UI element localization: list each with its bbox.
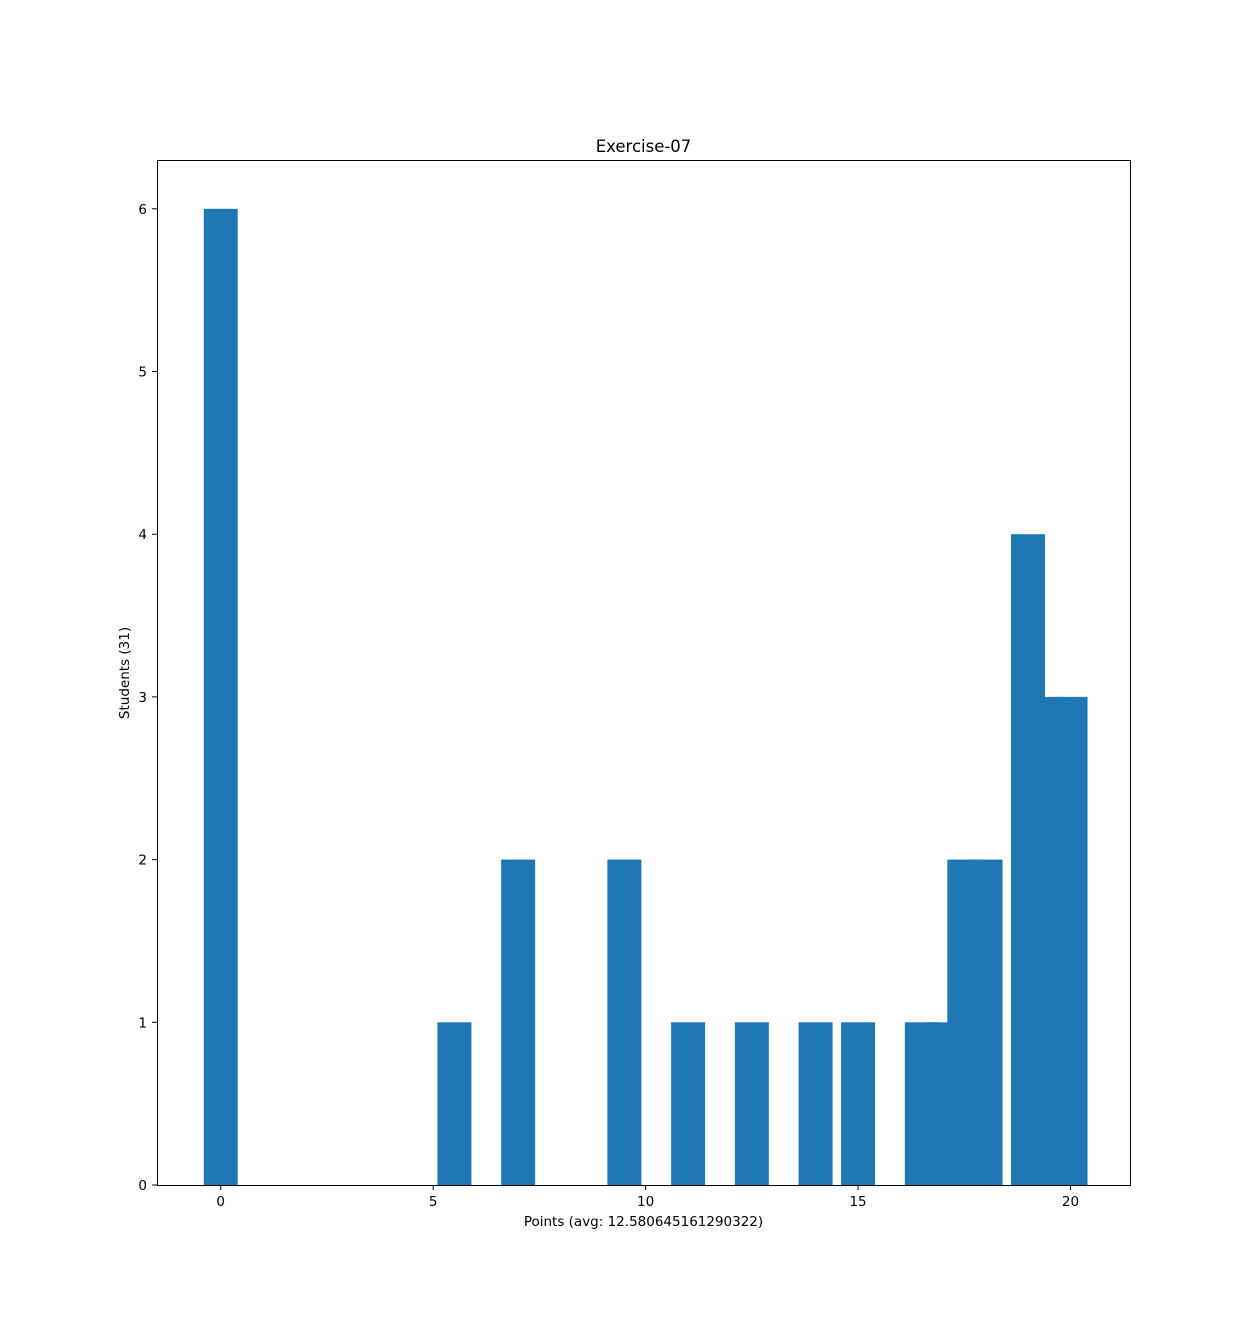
- y-tick-label: 4: [138, 527, 147, 543]
- y-axis-label: Students (31): [117, 627, 133, 719]
- bar-5: [734, 1022, 769, 1185]
- y-tick-label: 5: [138, 365, 147, 381]
- bar-7: [841, 1022, 876, 1185]
- x-tick-label: 5: [429, 1194, 438, 1210]
- x-axis-label: Points (avg: 12.580645161290322): [524, 1214, 763, 1230]
- y-tick-label: 6: [138, 202, 147, 218]
- plot-frame: [157, 160, 1131, 1186]
- y-tick-label: 3: [138, 690, 147, 706]
- chart-title: Exercise-07: [596, 137, 692, 156]
- bar-4: [671, 1022, 706, 1185]
- bar-2: [501, 859, 536, 1185]
- bars-layer: [203, 208, 1088, 1186]
- y-tick-label: 0: [138, 1178, 147, 1194]
- x-tick-label: 20: [1062, 1194, 1079, 1210]
- y-axis-ticks: 0 1 2 3 4 5 6: [138, 202, 157, 1194]
- bar-6: [798, 1022, 833, 1185]
- x-axis-ticks: 0 5 10 15 20: [216, 1185, 1079, 1210]
- x-tick-label: 0: [216, 1194, 225, 1210]
- bar-11: [968, 859, 1003, 1185]
- y-tick-label: 1: [138, 1015, 147, 1031]
- y-tick-label: 2: [138, 853, 147, 869]
- x-tick-label: 10: [637, 1194, 654, 1210]
- bar-1: [437, 1022, 472, 1185]
- bar-14: [1053, 696, 1088, 1185]
- x-tick-label: 15: [849, 1194, 866, 1210]
- bar-0: [203, 208, 238, 1186]
- bar-3: [607, 859, 642, 1185]
